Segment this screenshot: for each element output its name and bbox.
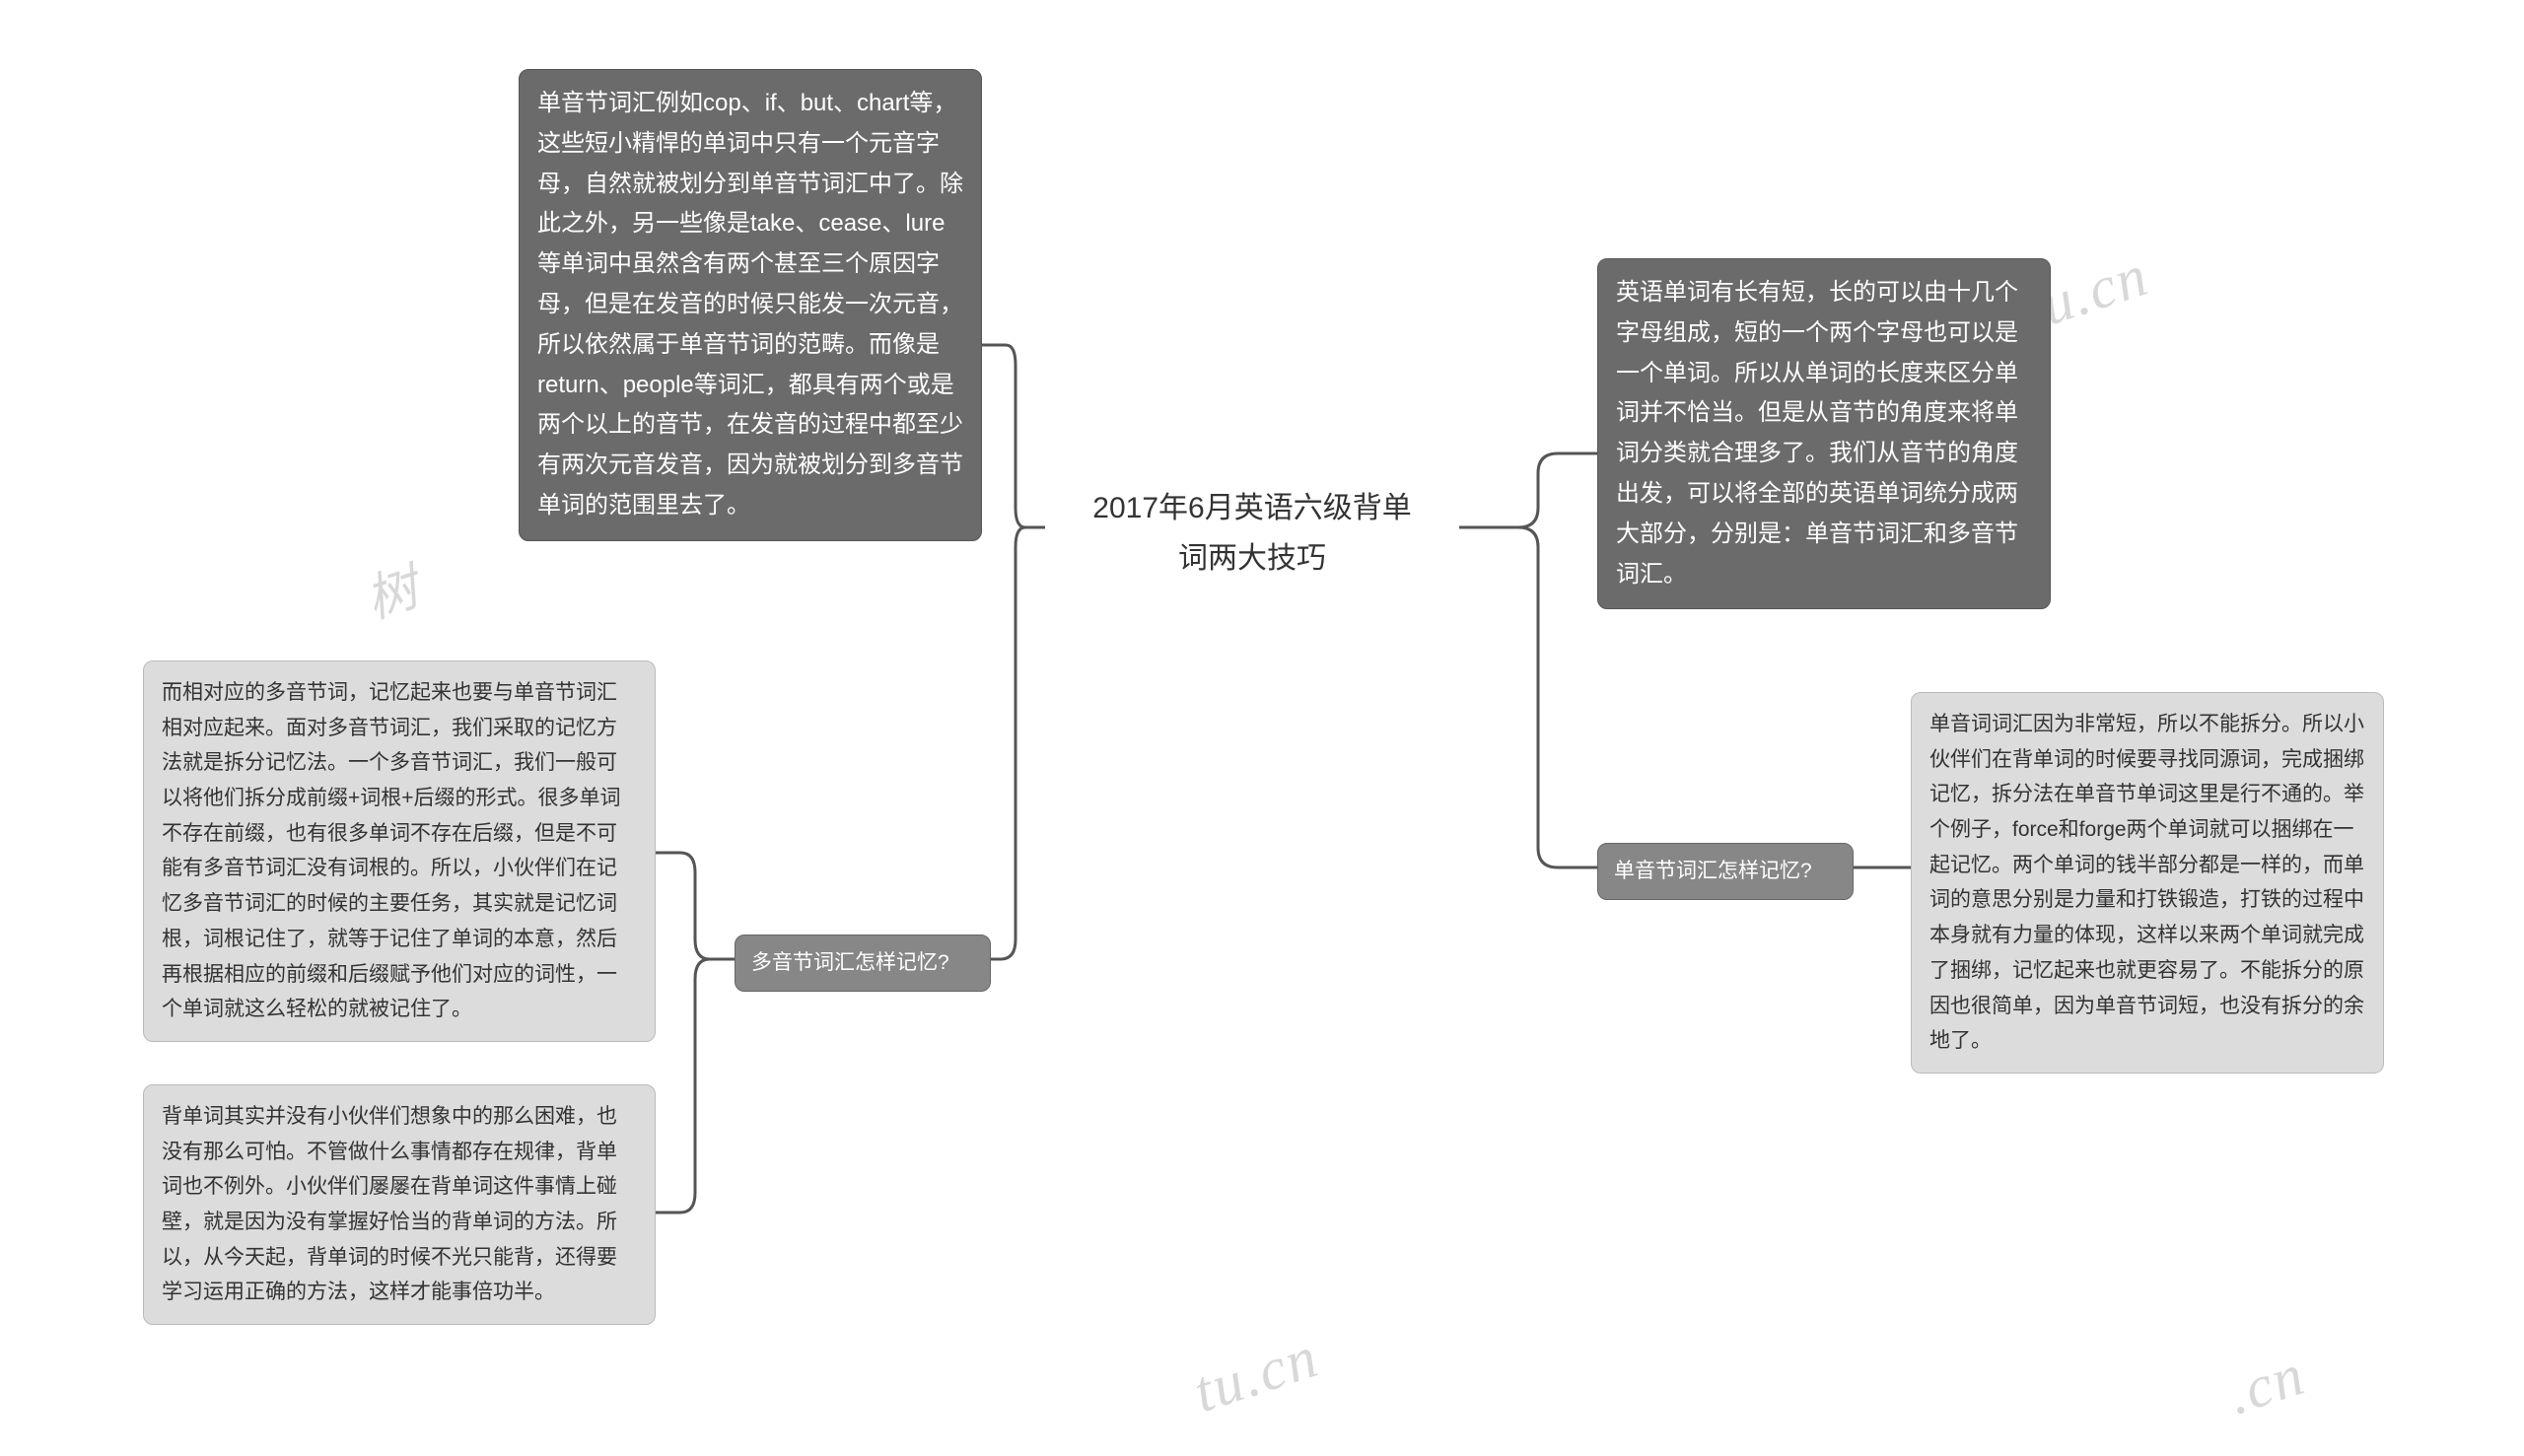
left-answer1-node: 而相对应的多音节词，记忆起来也要与单音节词汇相对应起来。面对多音节词汇，我们采取… [143,660,656,1042]
left-answer1-text: 而相对应的多音节词，记忆起来也要与单音节词汇相对应起来。面对多音节词汇，我们采取… [162,681,621,1020]
watermark: 树 [355,545,429,632]
connector [982,345,1045,527]
connector [1459,527,1597,867]
left-intro-node: 单音节词汇例如cop、if、but、chart等，这些短小精悍的单词中只有一个元… [519,69,982,541]
right-question-text: 单音节词汇怎样记忆? [1614,860,1812,882]
connector [1459,453,1597,527]
watermark: .cn [2219,1341,2313,1429]
right-answer-text: 单音词词汇因为非常短，所以不能拆分。所以小伙伴们在背单词的时候要寻找同源词，完成… [1929,713,2364,1052]
connector [991,527,1045,959]
left-answer2-node: 背单词其实并没有小伙伴们想象中的那么困难，也没有那么可怕。不管做什么事情都存在规… [143,1084,656,1325]
center-line2: 词两大技巧 [1045,533,1459,584]
right-question-node: 单音节词汇怎样记忆? [1597,843,1854,900]
left-question-text: 多音节词汇怎样记忆? [751,951,949,974]
center-line1: 2017年6月英语六级背单 [1045,483,1459,533]
watermark: u.cn [2033,242,2157,340]
connector [656,853,735,959]
right-answer-node: 单音词词汇因为非常短，所以不能拆分。所以小伙伴们在背单词的时候要寻找同源词，完成… [1911,692,2384,1074]
left-question-node: 多音节词汇怎样记忆? [735,935,991,992]
connector [656,959,735,1213]
right-intro-node: 英语单词有长有短，长的可以由十几个字母组成，短的一个两个字母也可以是一个单词。所… [1597,258,2051,609]
watermark: tu.cn [1185,1323,1326,1426]
left-intro-text: 单音节词汇例如cop、if、but、chart等，这些短小精悍的单词中只有一个元… [537,90,963,519]
left-answer2-text: 背单词其实并没有小伙伴们想象中的那么困难，也没有那么可怕。不管做什么事情都存在规… [162,1105,617,1303]
center-topic: 2017年6月英语六级背单 词两大技巧 [1045,483,1459,584]
right-intro-text: 英语单词有长有短，长的可以由十几个字母组成，短的一个两个字母也可以是一个单词。所… [1616,279,2018,588]
